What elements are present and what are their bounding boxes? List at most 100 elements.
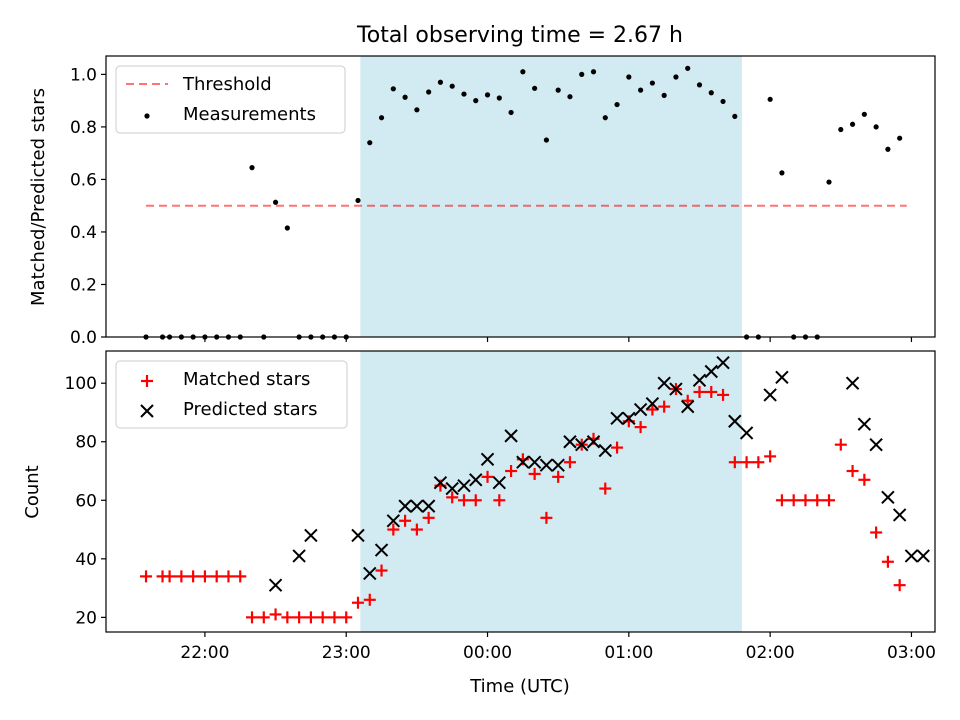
measurement-point <box>849 121 856 127</box>
matched-star-point <box>340 611 353 624</box>
matched-star-point <box>634 421 647 434</box>
legend-measurements-swatch <box>144 113 150 119</box>
matched-star-point <box>446 491 459 504</box>
matched-star-point <box>823 494 836 507</box>
predicted-star-point <box>374 543 389 557</box>
predicted-star-point <box>881 490 895 505</box>
measurement-point <box>473 98 479 104</box>
predicted-star-point <box>504 429 518 443</box>
matched-star-point <box>563 456 576 469</box>
predicted-star-point <box>622 411 636 426</box>
measurement-point <box>579 71 585 77</box>
matched-star-point <box>717 388 730 401</box>
matched-star-point <box>410 523 423 536</box>
legend-measurements-label: Measurements <box>183 104 316 125</box>
x-tick-label: 03:00 <box>887 643 936 663</box>
measurement-point <box>520 69 526 75</box>
predicted-star-point <box>739 426 754 440</box>
matched-star-point <box>351 596 364 609</box>
chart-title: Total observing time = 2.67 h <box>356 23 683 48</box>
measurement-point <box>543 137 550 143</box>
measurement-point <box>272 199 279 205</box>
top-legend-box <box>115 65 346 134</box>
measurement-point <box>873 124 879 130</box>
predicted-star-point <box>645 396 660 411</box>
legend-matched-swatch <box>141 375 153 387</box>
matched-star-point <box>457 494 470 507</box>
matched-star-point <box>528 467 541 480</box>
predicted-star-point <box>916 549 930 563</box>
legend-matched-label: Matched stars <box>183 369 310 390</box>
matched-star-point <box>870 526 883 539</box>
matched-star-point <box>764 450 777 463</box>
matched-star-point <box>505 465 518 478</box>
matched-star-point <box>422 511 435 524</box>
predicted-star-point <box>598 443 612 458</box>
x-tick-label: 23:00 <box>322 643 371 663</box>
matched-star-point <box>552 470 565 483</box>
measurement-point <box>284 225 290 231</box>
matched-star-point <box>316 611 329 624</box>
legend-predicted-swatch <box>140 404 154 418</box>
measurement-point <box>696 82 703 88</box>
matched-star-point <box>387 523 400 536</box>
legend-threshold-label: Threshold <box>182 74 272 95</box>
matched-star-point <box>775 494 788 507</box>
y-tick-label: 0.2 <box>70 275 97 295</box>
y-tick-label: 0.0 <box>70 328 97 348</box>
y-tick-label: 1.0 <box>70 65 97 85</box>
matched-star-point <box>175 570 188 583</box>
matched-star-point <box>787 494 800 507</box>
matched-star-point <box>281 611 294 624</box>
measurement-point <box>732 113 738 120</box>
measurement-point <box>720 98 726 105</box>
matched-star-point <box>752 456 765 469</box>
measurement-point <box>449 83 455 89</box>
matched-star-point <box>799 494 812 507</box>
matched-star-point <box>658 400 671 413</box>
matched-star-point <box>646 403 659 416</box>
predicted-star-point <box>775 370 789 385</box>
top-x-axis-ticks <box>204 337 913 342</box>
matched-stars-points <box>140 383 906 624</box>
x-axis-label: Time (UTC) <box>469 676 570 697</box>
x-tick-label: 00:00 <box>463 643 512 663</box>
predicted-star-point <box>669 382 683 396</box>
predicted-star-point <box>575 437 589 452</box>
matched-star-point <box>328 611 341 624</box>
measurement-point <box>367 140 373 146</box>
measurement-point <box>838 126 844 133</box>
matched-star-point <box>246 611 259 624</box>
top-y-axis-ticks: 0.0 0.2 0.4 0.6 0.8 1.0 <box>70 65 106 348</box>
predicted-star-point <box>892 508 907 522</box>
measurement-point <box>614 101 620 108</box>
matched-star-point <box>375 564 388 577</box>
predicted-star-point <box>845 376 860 390</box>
predicted-star-point <box>763 388 777 402</box>
matched-star-point <box>210 570 223 583</box>
predicted-star-point <box>657 376 671 390</box>
measurement-point <box>685 65 691 71</box>
top-legend: Threshold Measurements <box>115 65 346 134</box>
matched-star-point <box>693 385 706 398</box>
y-tick-label: 80 <box>75 433 97 453</box>
measurement-point <box>767 96 773 102</box>
predicted-star-point <box>480 452 495 467</box>
matched-star-point <box>293 611 306 624</box>
predicted-star-point <box>386 514 401 528</box>
measurement-point <box>355 197 361 204</box>
predicted-star-point <box>869 437 883 452</box>
y-tick-label: 20 <box>75 608 97 628</box>
measurement-point <box>555 87 561 93</box>
measurement-point <box>249 165 255 171</box>
bottom-axes-frame <box>105 350 936 633</box>
predicted-star-point <box>857 417 872 431</box>
measurement-point <box>885 146 891 152</box>
measurement-point <box>390 86 396 92</box>
bottom-shaded-region <box>360 351 742 632</box>
measurement-point <box>496 95 502 101</box>
matched-star-point <box>140 570 153 583</box>
predicted-star-point <box>904 549 919 563</box>
predicted-star-point <box>704 364 718 379</box>
